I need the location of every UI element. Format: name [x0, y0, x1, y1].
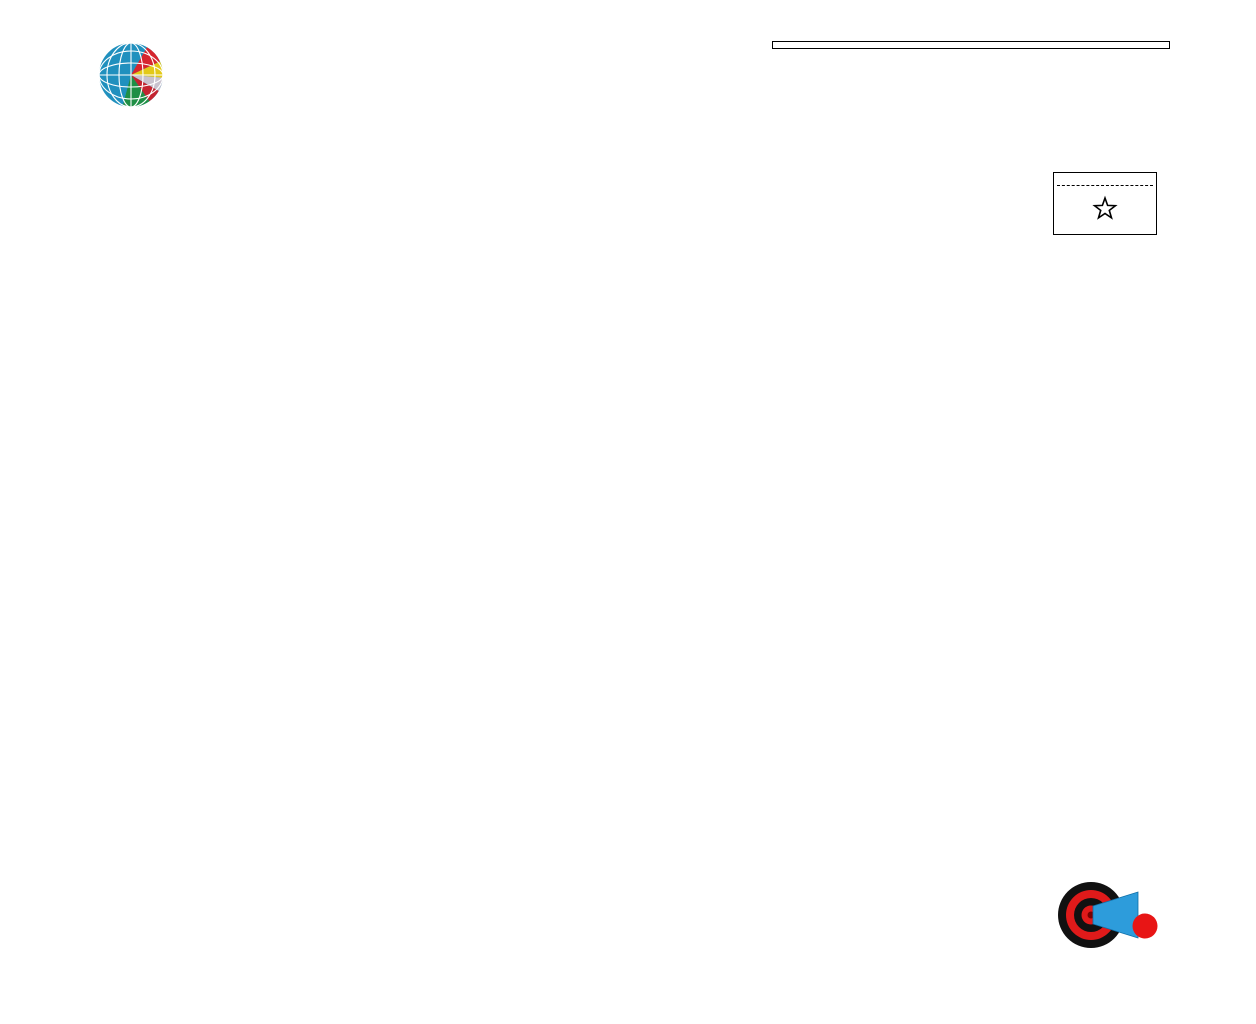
question-badge-icon: [1132, 913, 1158, 939]
megaphone-cone-icon: [1092, 891, 1139, 939]
legend-divider: [1057, 185, 1153, 186]
ingv-logo: [98, 42, 176, 108]
intensity-legend: [1053, 172, 1157, 235]
ingv-globe-icon: [98, 42, 164, 108]
haisentitoilterremoto-logo: [1058, 882, 1158, 948]
event-info-box: [772, 41, 1170, 49]
epicenter-legend-star-icon: [1092, 195, 1118, 220]
